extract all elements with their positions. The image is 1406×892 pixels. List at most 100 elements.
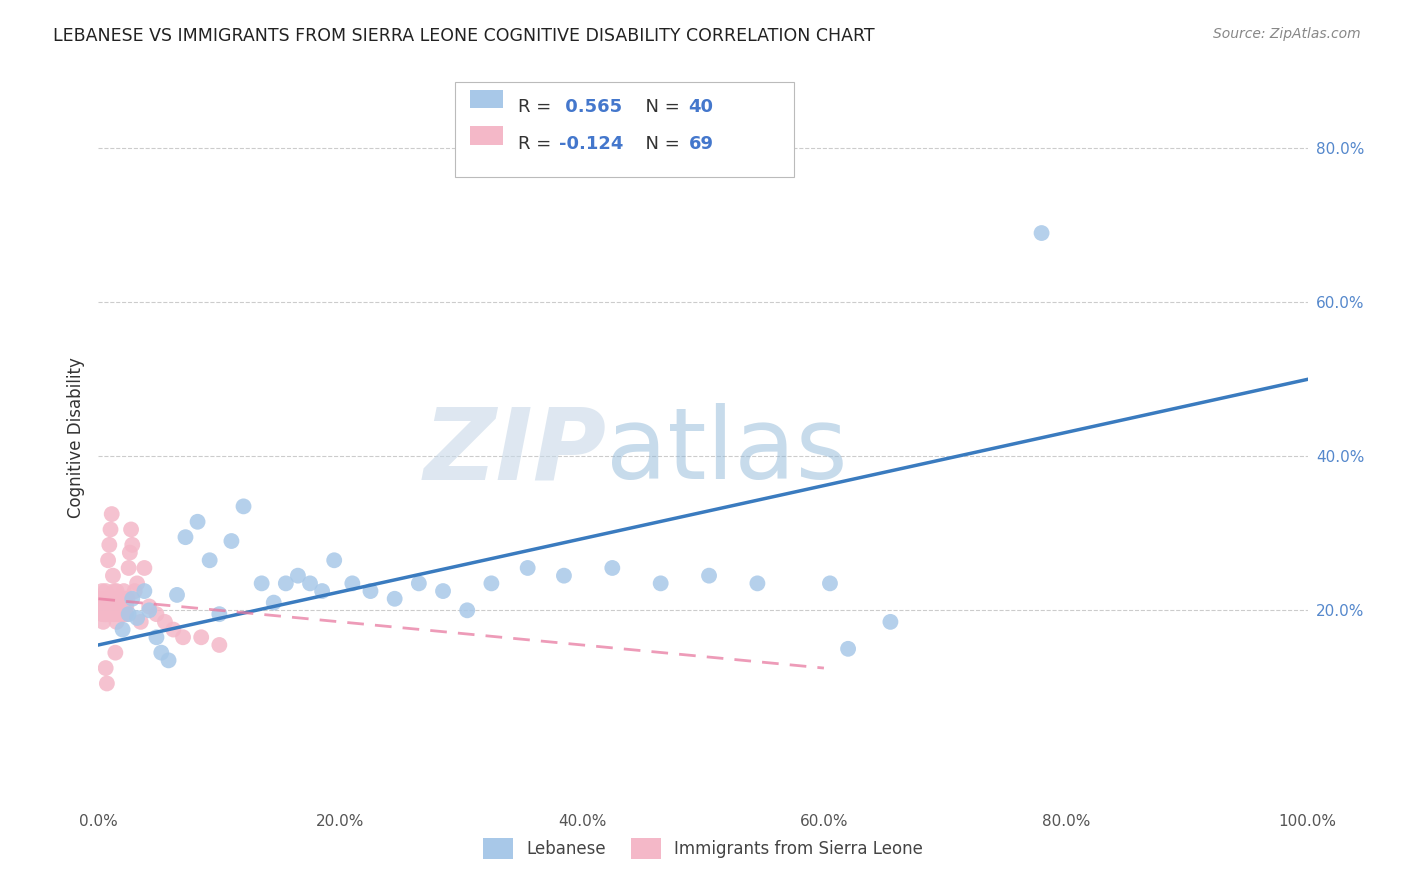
Point: [115, 607, 138, 622]
Point: [602, 561, 624, 575]
Point: [190, 630, 212, 644]
Point: [115, 599, 138, 614]
Point: [114, 591, 136, 606]
Point: [120, 523, 142, 537]
Point: [112, 584, 135, 599]
Point: [94, 584, 117, 599]
Point: [299, 576, 322, 591]
Point: [107, 591, 129, 606]
Point: [117, 591, 139, 606]
Point: [145, 630, 167, 644]
Point: [118, 607, 141, 622]
Point: [101, 599, 124, 614]
Point: [432, 584, 454, 599]
Point: [107, 599, 129, 614]
Point: [108, 599, 131, 614]
Point: [837, 641, 859, 656]
Point: [232, 500, 254, 514]
Point: [110, 591, 132, 606]
Point: [138, 599, 160, 614]
Point: [100, 507, 122, 521]
Point: [311, 584, 333, 599]
Point: [221, 534, 243, 549]
Point: [98, 599, 121, 614]
Point: [101, 568, 124, 582]
Point: [263, 596, 285, 610]
Point: [93, 607, 115, 622]
Point: [94, 661, 117, 675]
Point: [342, 576, 364, 591]
Point: [153, 615, 176, 629]
Text: 69: 69: [689, 135, 713, 153]
Point: [91, 607, 114, 622]
Point: [174, 530, 197, 544]
Point: [100, 591, 122, 606]
Point: [100, 523, 122, 537]
FancyBboxPatch shape: [470, 126, 503, 145]
Point: [360, 584, 382, 599]
Point: [124, 584, 146, 599]
Point: [127, 576, 149, 591]
Point: [97, 591, 120, 606]
Text: LEBANESE VS IMMIGRANTS FROM SIERRA LEONE COGNITIVE DISABILITY CORRELATION CHART: LEBANESE VS IMMIGRANTS FROM SIERRA LEONE…: [53, 27, 875, 45]
Point: [114, 599, 136, 614]
Point: [104, 599, 127, 614]
Y-axis label: Cognitive Disability: Cognitive Disability: [66, 357, 84, 517]
Point: [100, 599, 122, 614]
Point: [90, 591, 112, 606]
Point: [481, 576, 503, 591]
Point: [105, 615, 128, 629]
Point: [134, 584, 156, 599]
FancyBboxPatch shape: [470, 90, 503, 108]
Point: [108, 607, 131, 622]
Point: [553, 568, 575, 582]
Point: [384, 591, 406, 606]
Point: [100, 607, 122, 622]
Point: [250, 576, 273, 591]
Point: [121, 591, 143, 606]
Point: [456, 603, 478, 617]
Point: [94, 599, 117, 614]
Point: [287, 568, 309, 582]
Point: [818, 576, 841, 591]
Point: [150, 646, 173, 660]
Point: [103, 584, 125, 599]
Point: [111, 607, 134, 622]
Point: [129, 615, 152, 629]
FancyBboxPatch shape: [456, 82, 793, 178]
Point: [105, 584, 128, 599]
Point: [91, 615, 114, 629]
Point: [879, 615, 901, 629]
Point: [97, 553, 120, 567]
Text: R =: R =: [517, 135, 557, 153]
Point: [187, 515, 209, 529]
Point: [198, 553, 221, 567]
Point: [108, 607, 131, 622]
Point: [111, 623, 134, 637]
Text: N =: N =: [634, 98, 686, 117]
Point: [111, 599, 134, 614]
Point: [323, 553, 346, 567]
Point: [166, 588, 188, 602]
Point: [274, 576, 297, 591]
Point: [112, 607, 135, 622]
Point: [93, 591, 115, 606]
Point: [104, 591, 127, 606]
Point: [134, 561, 156, 575]
Point: [747, 576, 769, 591]
Point: [697, 568, 720, 582]
Point: [138, 603, 160, 617]
Point: [127, 611, 149, 625]
Text: -0.124: -0.124: [560, 135, 623, 153]
Text: ZIP: ZIP: [423, 403, 606, 500]
Text: R =: R =: [517, 98, 557, 117]
Point: [208, 607, 231, 622]
Point: [89, 599, 111, 614]
Text: N =: N =: [634, 135, 686, 153]
Text: Source: ZipAtlas.com: Source: ZipAtlas.com: [1213, 27, 1361, 41]
Text: atlas: atlas: [606, 403, 848, 500]
Point: [1031, 226, 1053, 240]
Point: [408, 576, 430, 591]
Point: [101, 607, 124, 622]
Point: [91, 599, 114, 614]
